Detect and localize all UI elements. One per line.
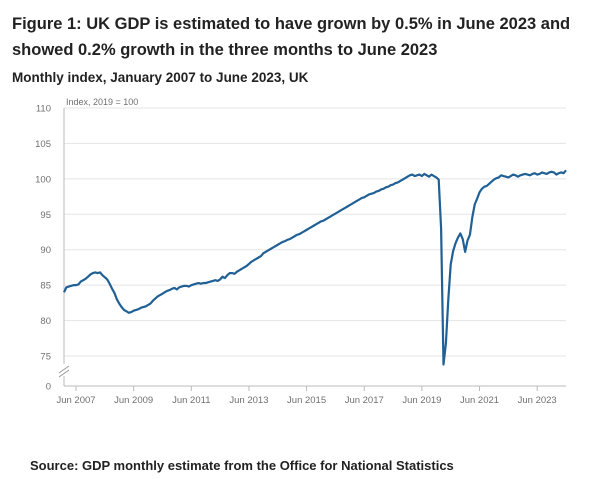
- chart-subtitle: Monthly index, January 2007 to June 2023…: [12, 70, 309, 85]
- x-axis: Jun 2007 Jun 2009 Jun 2011 Jun 2013 Jun 2015…: [56, 385, 566, 406]
- y-tick-label: 105: [35, 139, 51, 150]
- x-tick-label: Jun 2017: [345, 395, 384, 406]
- y-tick-label: 100: [35, 174, 51, 185]
- x-tick-label: Jun 2011: [172, 395, 210, 406]
- x-tick-label: Jun 2019: [402, 395, 441, 406]
- x-tick-label: Jun 2023: [518, 395, 557, 406]
- y-unit-label: Index, 2019 = 100: [66, 97, 138, 107]
- y-tick-label: 90: [40, 245, 51, 256]
- series-line-gdp-index: [63, 169, 567, 366]
- y-tick-label: 110: [36, 104, 51, 115]
- y-tick-label: 75: [40, 352, 51, 363]
- axis-break-slashes: [58, 365, 70, 378]
- y-tick-label: 80: [40, 316, 51, 327]
- x-tick-label: Jun 2009: [114, 395, 153, 406]
- figure-title: Figure 1: UK GDP is estimated to have gr…: [12, 15, 571, 59]
- x-tick-label: Jun 2013: [229, 395, 268, 406]
- x-tick-label: Jun 2021: [460, 395, 499, 406]
- grid-lines: [64, 107, 566, 357]
- source-note: Source: GDP monthly estimate from the Of…: [30, 458, 454, 473]
- x-tick-label: Jun 2007: [56, 395, 95, 406]
- y-tick-label: 95: [40, 210, 51, 221]
- y-tick-label: 0: [46, 382, 51, 393]
- y-axis: 110 105 100 95 90 85 80 75 0: [35, 104, 65, 393]
- x-tick-label: Jun 2015: [287, 395, 326, 406]
- y-tick-label: 85: [40, 281, 51, 292]
- y-axis-break-marker: [58, 365, 70, 378]
